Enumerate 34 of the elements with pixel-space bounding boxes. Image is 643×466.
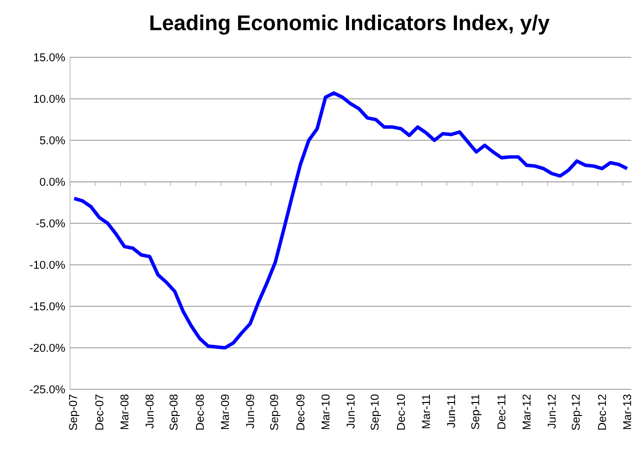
y-tick-label: -25.0% xyxy=(30,385,65,394)
x-tick-label: Mar-13 xyxy=(623,394,632,430)
x-tick-label: Dec-10 xyxy=(396,394,405,430)
line-series xyxy=(72,91,629,350)
x-tick-label: Mar-10 xyxy=(322,394,330,430)
y-tick-label: 15.0% xyxy=(34,53,65,62)
x-tick-label: Mar-08 xyxy=(120,394,128,430)
x-tick-label: Mar-12 xyxy=(522,394,531,430)
x-tick-label: Jun-08 xyxy=(146,394,154,429)
y-tick-label: -5.0% xyxy=(36,219,65,228)
x-tick-label: Jun-11 xyxy=(447,394,456,428)
x-tick-label: Dec-09 xyxy=(296,394,304,430)
x-tick-label: Sep-08 xyxy=(170,394,180,430)
x-tick-label: Dec-12 xyxy=(598,394,606,430)
x-tick-label: Jun-09 xyxy=(246,394,254,429)
x-tick-label: Dec-11 xyxy=(498,394,506,429)
x-tick-label: Jun-10 xyxy=(346,394,355,429)
x-tick-label: Mar-11 xyxy=(422,394,430,428)
y-tick-label: 10.0% xyxy=(34,94,65,103)
y-tick-label: 5.0% xyxy=(40,136,65,144)
x-tick-label: Dec-07 xyxy=(95,394,104,430)
y-tick-label: 0.0% xyxy=(40,178,65,186)
y-tick-label: -10.0% xyxy=(30,260,65,269)
x-tick-label: Sep-11 xyxy=(471,394,482,430)
x-tick-label: Jun-12 xyxy=(548,394,556,429)
x-tick-label: Dec-08 xyxy=(196,394,204,430)
x-tick-label: Sep-07 xyxy=(69,394,80,430)
x-tick-label: Sep-09 xyxy=(270,394,280,430)
y-tick-label: -20.0% xyxy=(30,344,65,352)
x-tick-label: Sep-10 xyxy=(370,394,381,430)
x-tick-label: Sep-12 xyxy=(572,394,582,430)
x-tick-label: Mar-09 xyxy=(220,394,230,430)
y-tick-label: -15.0% xyxy=(30,302,65,310)
chart-title: Leading Economic Indicators Index, y/y xyxy=(150,14,550,35)
